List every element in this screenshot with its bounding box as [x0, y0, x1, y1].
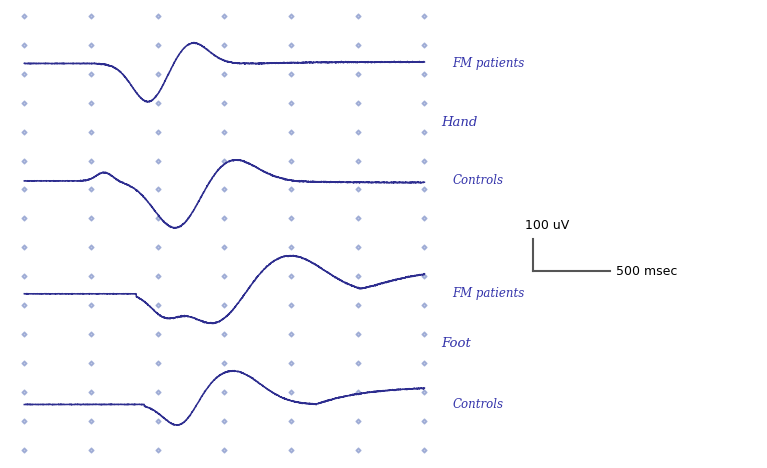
Text: Foot: Foot [441, 337, 471, 350]
Text: Controls: Controls [453, 175, 503, 187]
Text: FM patients: FM patients [453, 57, 525, 70]
Text: Controls: Controls [453, 398, 503, 411]
Text: 500 msec: 500 msec [616, 265, 677, 278]
Text: Hand: Hand [441, 116, 477, 129]
Text: 100 uV: 100 uV [525, 219, 570, 232]
Text: FM patients: FM patients [453, 287, 525, 300]
